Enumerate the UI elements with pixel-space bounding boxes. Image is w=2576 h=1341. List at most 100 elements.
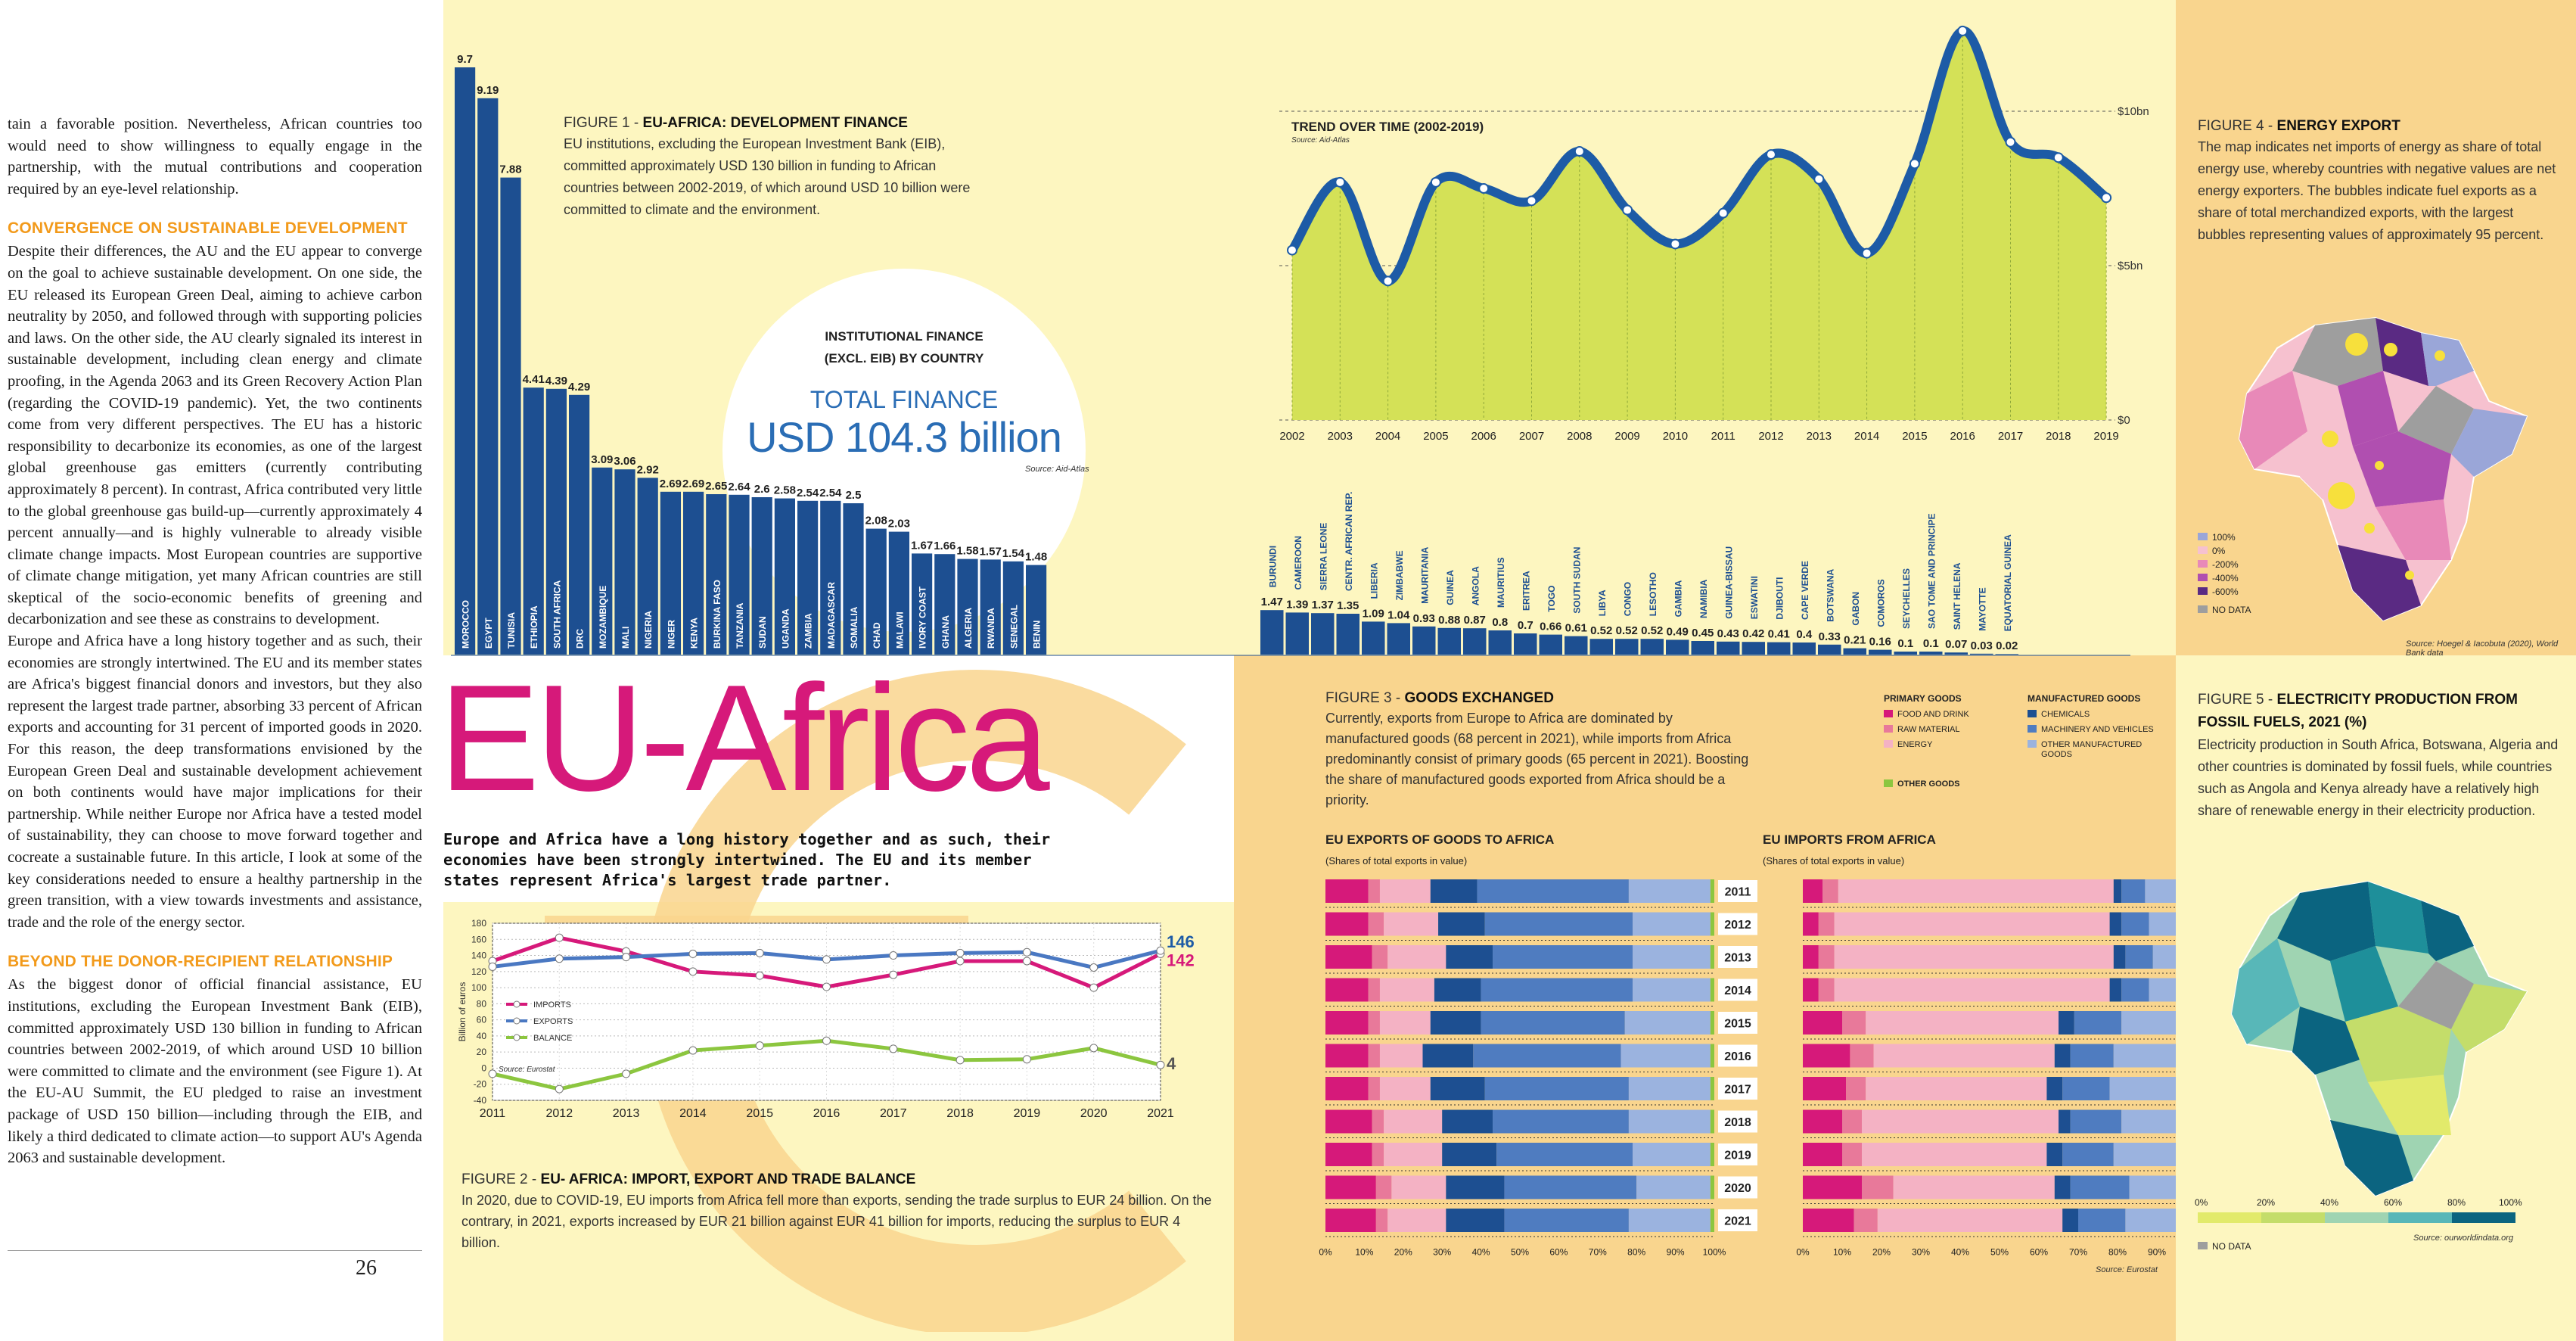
finance-bar-label: BENIN bbox=[1032, 621, 1043, 649]
goods-year-label: 2019 bbox=[1724, 1150, 1751, 1162]
energy-africa-map bbox=[2238, 316, 2528, 622]
finance-bar-value: 1.66 bbox=[934, 540, 956, 552]
finance-bar bbox=[1589, 639, 1613, 655]
finance-bar-label: SOUTH AFRICA bbox=[552, 580, 562, 649]
trade-xtick-label: 2020 bbox=[1080, 1107, 1108, 1120]
goods-bar-segment bbox=[1818, 945, 1835, 969]
goods-bar-segment bbox=[1866, 1011, 2059, 1035]
finance-bar-value: 1.39 bbox=[1286, 598, 1308, 611]
finance-bar-value: 2.54 bbox=[797, 487, 819, 499]
goods-bar-segment bbox=[1446, 1175, 1505, 1199]
goods-xtick-label: 50% bbox=[1990, 1247, 2009, 1258]
goods-legend-label: CHEMICALS bbox=[2041, 710, 2090, 719]
goods-legend-label: MACHINERY AND VEHICLES bbox=[2041, 725, 2154, 734]
finance-bar-label: TANZANIA bbox=[735, 602, 745, 649]
goods-bar-segment bbox=[1438, 912, 1485, 936]
goods-xtick-label: 90% bbox=[1667, 1247, 1685, 1258]
trend-point bbox=[1287, 244, 1297, 256]
goods-bar-segment bbox=[1803, 978, 1819, 1002]
trend-xtick-label: 2011 bbox=[1711, 430, 1735, 443]
fig4-caption: FIGURE 4 - ENERGY EXPORT The map indicat… bbox=[2198, 117, 2561, 246]
trend-xtick-label: 2015 bbox=[1902, 430, 1927, 443]
finance-bar-label: SOUTH SUDAN bbox=[1571, 547, 1582, 614]
finance-bar-label: ALGERIA bbox=[963, 608, 974, 649]
finance-bar bbox=[1002, 561, 1024, 655]
finance-bar-label: SOMALIA bbox=[849, 606, 859, 649]
finance-bar-value: 0.07 bbox=[1945, 638, 1967, 651]
goods-bar-segment bbox=[2113, 945, 2126, 969]
legend-0: 0% bbox=[2212, 546, 2226, 556]
finance-bar-label: ETHIOPIA bbox=[529, 605, 539, 649]
headline-title: EU-Africa bbox=[439, 654, 1050, 823]
trade-legend-label: EXPORTS bbox=[533, 1017, 573, 1026]
finance-bar-value: 1.09 bbox=[1363, 607, 1384, 620]
goods-xtick-label: 0% bbox=[1319, 1247, 1332, 1258]
finance-bar-value: 0.45 bbox=[1692, 627, 1714, 639]
total-finance-label: TOTAL FINANCE bbox=[809, 386, 999, 413]
trade-legend-marker bbox=[513, 1034, 520, 1041]
finance-bar bbox=[1970, 653, 1993, 655]
trade-legend-label: BALANCE bbox=[533, 1034, 572, 1043]
finance-bar bbox=[1437, 627, 1461, 655]
trend-point bbox=[1861, 247, 1872, 259]
goods-bar-segment bbox=[1633, 912, 1711, 936]
finance-bar-value: 0.4 bbox=[1796, 628, 1813, 641]
goods-bar-segment bbox=[1430, 879, 1478, 903]
exports-title: EU EXPORTS OF GOODS TO AFRICA bbox=[1325, 832, 1555, 847]
trade-ytick-label: 120 bbox=[471, 966, 486, 977]
finance-bar bbox=[1565, 636, 1588, 655]
trade-ytick-label: 140 bbox=[471, 951, 486, 961]
circle-heading-line2: (EXCL. EIB) BY COUNTRY bbox=[824, 351, 984, 366]
goods-bar-segment bbox=[1877, 1209, 2063, 1232]
finance-bar bbox=[843, 503, 864, 655]
trend-xtick-label: 2005 bbox=[1423, 430, 1448, 443]
fig4-source: Source: Hoegel & Iacobuta (2020), World … bbox=[2406, 639, 2559, 658]
finance-bar-label: TOGO bbox=[1546, 585, 1557, 611]
goods-bar-segment bbox=[1368, 978, 1380, 1002]
goods-bar-segment bbox=[1372, 1143, 1384, 1166]
article-history: Europe and Africa have a long history to… bbox=[8, 633, 422, 931]
scale-label-100: 100% bbox=[2499, 1197, 2522, 1208]
goods-bar-segment bbox=[2070, 1109, 2122, 1134]
trade-point bbox=[555, 1084, 564, 1094]
goods-bar-segment bbox=[1628, 1209, 1711, 1232]
trade-legend-label: IMPORTS bbox=[533, 1000, 571, 1010]
goods-year-label: 2013 bbox=[1724, 952, 1751, 965]
goods-bar-segment bbox=[1854, 1209, 1878, 1232]
goods-year-label: 2018 bbox=[1724, 1116, 1751, 1129]
goods-bar-segment bbox=[2149, 978, 2176, 1002]
finance-bar bbox=[706, 494, 727, 655]
goods-xtick-label: 100% bbox=[1703, 1247, 1726, 1258]
legend-minus600: -600% bbox=[2212, 586, 2239, 597]
trade-point bbox=[622, 1069, 631, 1078]
goods-bar-segment bbox=[1442, 1143, 1497, 1166]
circle-heading-line1: INSTITUTIONAL FINANCE bbox=[825, 329, 983, 344]
finance-bar-label: GAMBIA bbox=[1673, 580, 1683, 617]
trend-xtick-label: 2009 bbox=[1614, 430, 1639, 443]
finance-bar-value: 0.66 bbox=[1540, 621, 1561, 633]
trade-ytick-label: 0 bbox=[481, 1063, 486, 1073]
goods-bar-segment bbox=[1372, 1109, 1384, 1134]
trend-xtick-label: 2014 bbox=[1854, 430, 1879, 443]
finance-bar-label: EGYPT bbox=[483, 618, 494, 649]
finance-bar-value: 0.93 bbox=[1413, 612, 1435, 625]
goods-bar-segment bbox=[1873, 1044, 2055, 1068]
trend-point bbox=[2101, 192, 2112, 204]
finance-bar-value: 0.52 bbox=[1641, 624, 1663, 637]
trade-ytick-label: 20 bbox=[477, 1047, 487, 1057]
trade-point bbox=[688, 967, 698, 976]
finance-bar-label: SIERRA LEONE bbox=[1318, 523, 1328, 591]
goods-bar-segment bbox=[1834, 978, 2110, 1002]
finance-bar bbox=[1311, 613, 1335, 655]
trade-point bbox=[688, 1046, 698, 1055]
trade-xtick-label: 2018 bbox=[946, 1107, 974, 1120]
fig2-body: In 2020, due to COVID-19, EU imports fro… bbox=[461, 1193, 1212, 1250]
goods-year-label: 2020 bbox=[1724, 1182, 1751, 1195]
goods-bar-segment bbox=[1422, 1044, 1474, 1068]
finance-bar bbox=[1742, 642, 1765, 655]
fig5-body: Electricity production in South Africa, … bbox=[2198, 737, 2559, 818]
finance-bar-value: 0.8 bbox=[1492, 616, 1508, 629]
goods-year-label: 2021 bbox=[1724, 1215, 1751, 1228]
fig1-label: FIGURE 1 - bbox=[564, 115, 643, 131]
goods-bar-segment bbox=[1862, 1175, 1894, 1199]
